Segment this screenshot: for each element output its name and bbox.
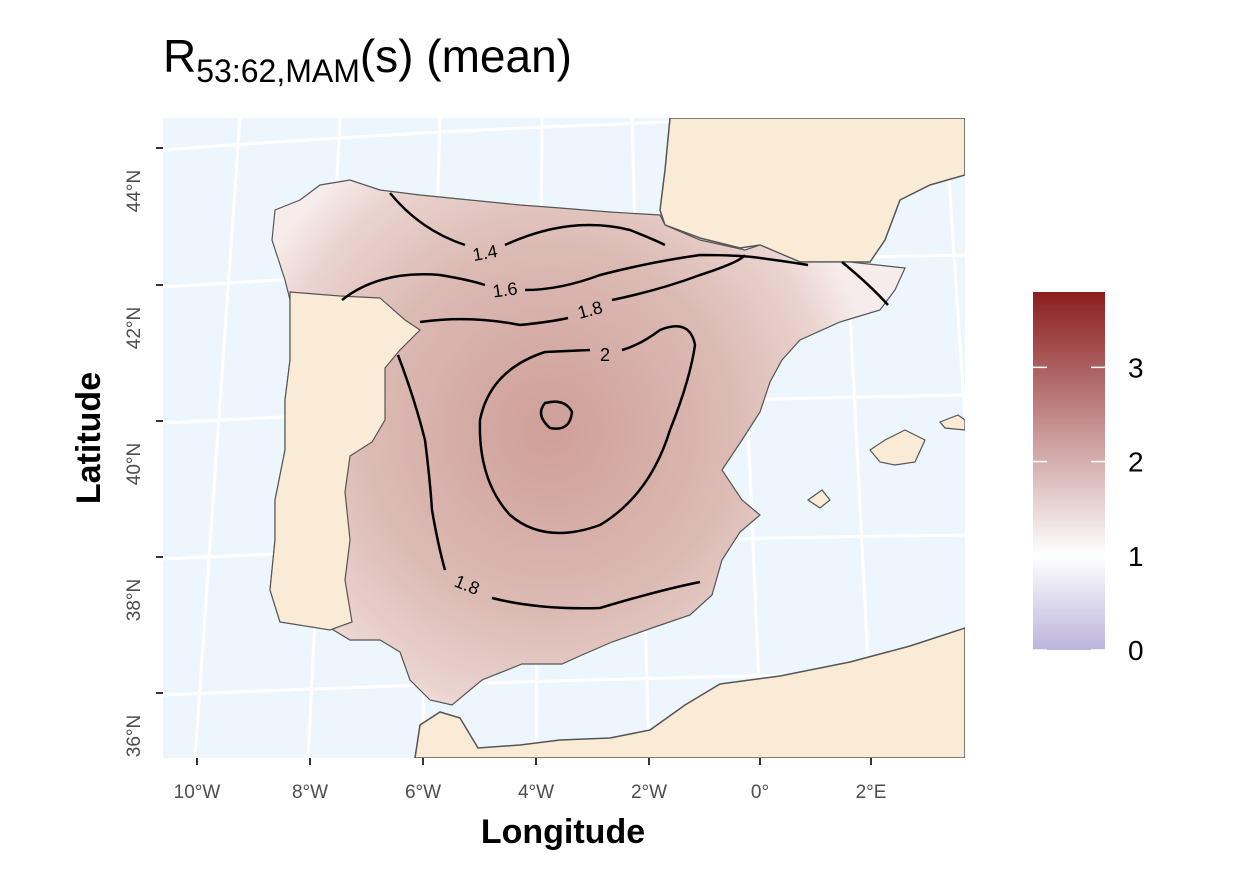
colorbar-tick-label: 2	[1128, 447, 1144, 478]
portugal	[269, 291, 421, 631]
contours	[341, 192, 889, 610]
x-tick-label: 4°W	[518, 782, 554, 803]
y-tick-label: 42°N	[124, 307, 145, 349]
colorbar-tick-label: 1	[1128, 541, 1144, 572]
contour-label: 2	[600, 345, 610, 365]
x-tick-label: 0°	[751, 782, 769, 803]
x-tick-label: 10°W	[174, 782, 221, 803]
map-panel: 1.4 1.6 1.8 2 1.8	[163, 118, 965, 758]
y-tick-label: 40°N	[124, 443, 145, 485]
colorbar-gradient	[1033, 292, 1105, 650]
title: R53:62,MAM(s) (mean)	[163, 30, 572, 89]
balearic-islands	[806, 414, 965, 509]
contour-label: 1.4	[471, 241, 499, 265]
y-tick-label: 38°N	[124, 579, 145, 621]
colorbar-tick-label: 0	[1128, 635, 1144, 666]
y-tick-label: 44°N	[124, 170, 145, 212]
x-axis-label: Longitude	[481, 813, 645, 851]
x-tick-label: 2°W	[631, 782, 667, 803]
y-tick-label: 36°N	[124, 715, 145, 757]
colorbar-tick-label: 3	[1128, 352, 1144, 383]
x-tick-label: 6°W	[405, 782, 441, 803]
africa	[414, 627, 965, 758]
x-tick-label: 2°E	[856, 782, 887, 803]
contour-label: 1.6	[491, 278, 519, 301]
colorbar: 0 1 2 3	[1033, 292, 1144, 666]
axes: 10°W 8°W 6°W 4°W 2°W 0° 2°E 36°N 38°N 40°N 42°N 44°…	[124, 147, 887, 803]
x-tick-label: 8°W	[292, 782, 328, 803]
y-axis-label: Latitude	[70, 372, 108, 504]
